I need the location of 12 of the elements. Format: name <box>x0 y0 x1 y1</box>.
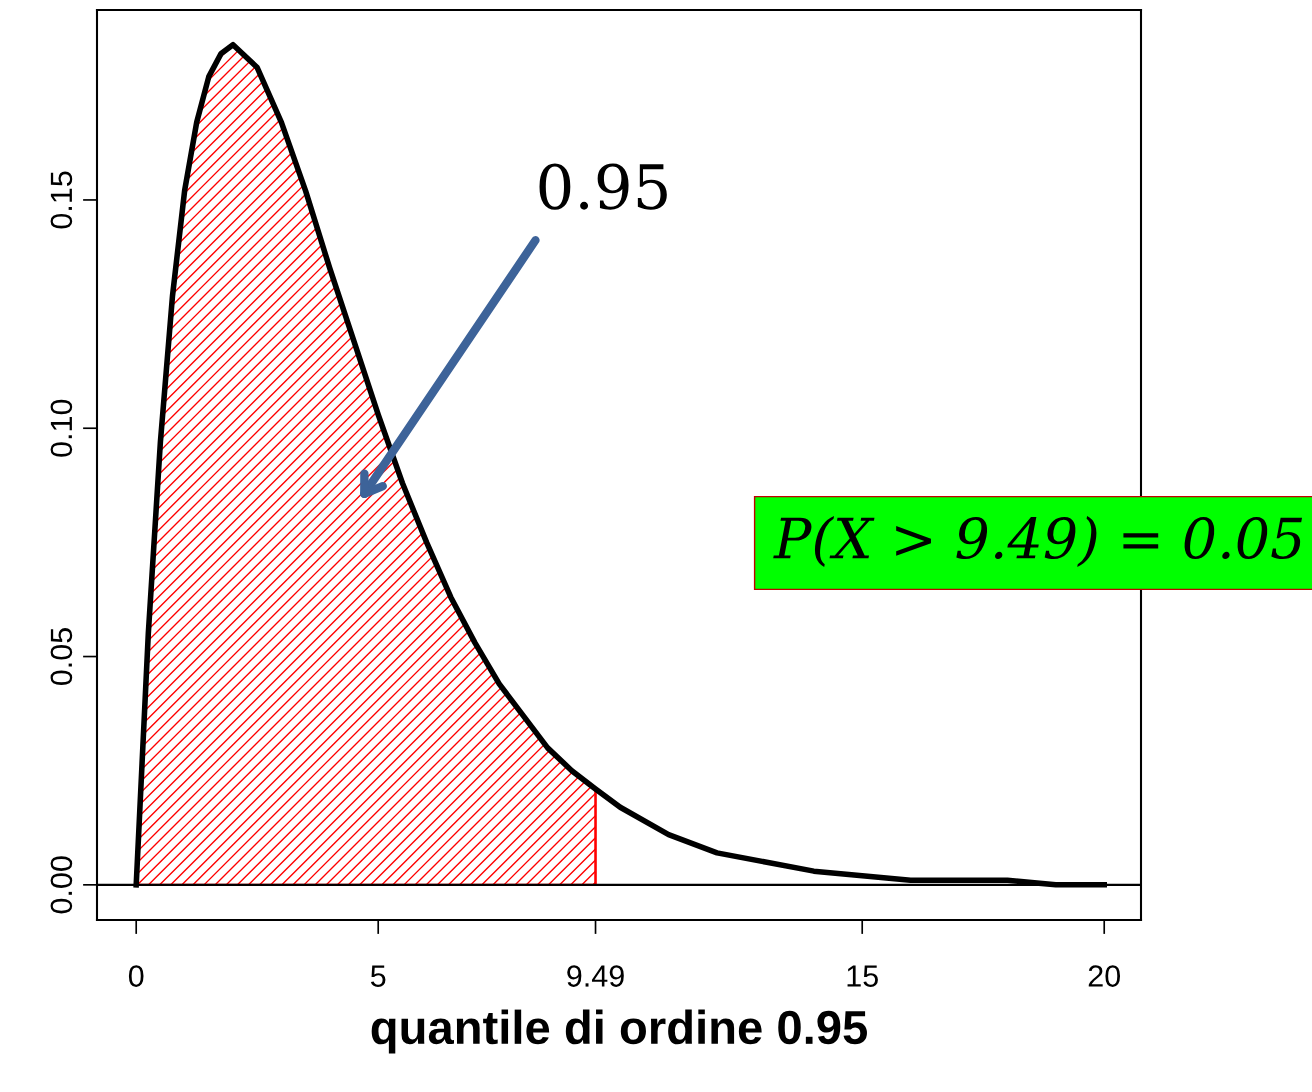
x-tick-label: 0 <box>128 965 144 987</box>
y-tick-label: 0.05 <box>50 628 73 686</box>
annotation: 0.95 <box>539 163 667 210</box>
x-tick-label: 9.49 <box>567 965 624 987</box>
y-tick-label: 0.15 <box>50 171 73 229</box>
y-tick-label: 0.00 <box>50 856 73 914</box>
x-tick-label: 15 <box>847 965 878 987</box>
x-tick-label: 20 <box>1088 965 1121 987</box>
y-tick-label: 0.10 <box>50 399 73 457</box>
annotation: P(X > 9.49) = 0.05 <box>773 516 1303 567</box>
x-axis-title: quantile di ordine 0.95 <box>371 1009 867 1054</box>
x-tick-label: 5 <box>370 965 386 987</box>
